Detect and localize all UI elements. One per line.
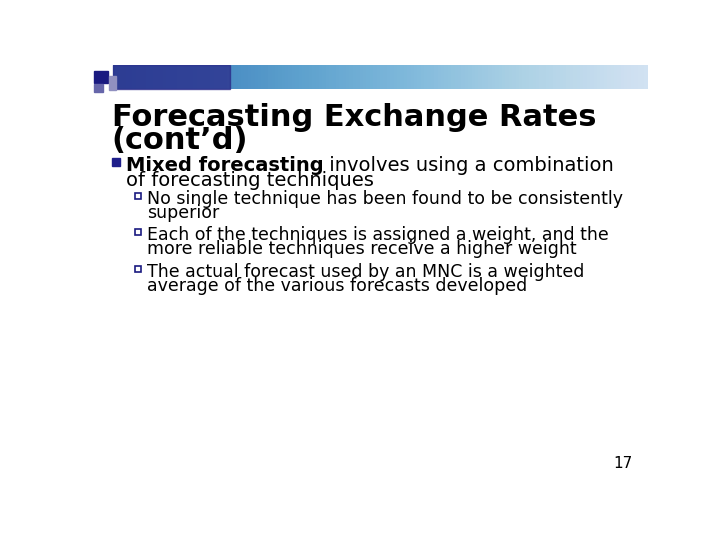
Text: The actual forecast used by an MNC is a weighted: The actual forecast used by an MNC is a … <box>147 264 584 281</box>
Text: involves using a combination: involves using a combination <box>323 156 614 174</box>
Text: Each of the techniques is assigned a weight, and the: Each of the techniques is assigned a wei… <box>147 226 608 245</box>
Text: average of the various forecasts developed: average of the various forecasts develop… <box>147 278 527 295</box>
Bar <box>109 76 117 90</box>
Bar <box>135 266 141 272</box>
Text: (cont’d): (cont’d) <box>112 126 248 156</box>
Bar <box>112 158 120 166</box>
Bar <box>135 229 141 235</box>
Bar <box>94 84 103 92</box>
Bar <box>113 65 230 90</box>
Bar <box>135 193 141 199</box>
Text: Forecasting Exchange Rates: Forecasting Exchange Rates <box>112 103 596 132</box>
Text: 17: 17 <box>613 456 632 471</box>
Text: superior: superior <box>147 204 219 222</box>
Bar <box>94 71 108 83</box>
Text: No single technique has been found to be consistently: No single technique has been found to be… <box>147 190 623 208</box>
Text: of forecasting techniques: of forecasting techniques <box>126 171 374 190</box>
Text: Mixed forecasting: Mixed forecasting <box>126 156 323 174</box>
Text: more reliable techniques receive a higher weight: more reliable techniques receive a highe… <box>147 240 576 258</box>
